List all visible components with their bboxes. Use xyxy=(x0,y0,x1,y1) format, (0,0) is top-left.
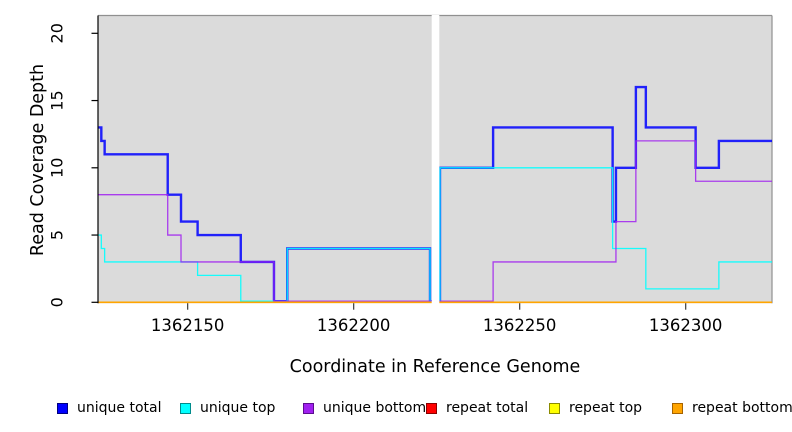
coverage-plot-canvas: 0 5 10 15 20 1362150 1362200 1362250 1362300 xyxy=(48,14,773,335)
legend-label-repeat-bottom: repeat bottom xyxy=(692,400,792,416)
y-axis-title: Read Coverage Depth xyxy=(28,63,48,257)
legend-label-repeat-top: repeat top xyxy=(569,400,643,416)
x-tick-label: 1362250 xyxy=(483,316,557,335)
missing-data-gap-band xyxy=(431,15,440,304)
y-tick-label: 10 xyxy=(48,158,67,178)
legend-label-repeat-total: repeat total xyxy=(446,400,529,416)
x-tick-label: 1362300 xyxy=(649,316,723,335)
legend-label-unique-total: unique total xyxy=(77,400,162,416)
legend-label-unique-top: unique top xyxy=(200,400,276,416)
legend-swatch-repeat-total-icon xyxy=(426,402,437,414)
legend-swatch-repeat-top-icon xyxy=(549,402,560,414)
y-tick-label: 20 xyxy=(48,23,67,43)
legend-item-unique-top: unique top xyxy=(180,399,275,417)
legend-item-repeat-bottom: repeat bottom xyxy=(672,399,792,417)
legend-swatch-unique-top-icon xyxy=(180,402,191,414)
x-tick-label: 1362150 xyxy=(151,316,225,335)
legend-item-repeat-total: repeat total xyxy=(426,399,528,417)
legend-item-unique-bottom: unique bottom xyxy=(303,399,426,417)
series-unique-top xyxy=(98,167,772,302)
legend-swatch-unique-total-icon xyxy=(57,402,68,414)
y-tick-label: 15 xyxy=(48,90,67,110)
legend-label-unique-bottom: unique bottom xyxy=(323,400,427,416)
y-tick-label: 5 xyxy=(48,230,67,240)
x-tick-label: 1362200 xyxy=(317,316,391,335)
x-axis-title: Coordinate in Reference Genome xyxy=(289,357,581,377)
y-tick-label: 0 xyxy=(48,297,67,307)
legend-item-repeat-top: repeat top xyxy=(549,399,642,417)
legend-item-unique-total: unique total xyxy=(57,399,161,417)
series-unique-bottom xyxy=(98,140,772,302)
legend-swatch-unique-bottom-icon xyxy=(303,402,314,414)
chart-legend: unique total unique top unique bottom repea… xyxy=(0,399,792,419)
legend-swatch-repeat-bottom-icon xyxy=(672,402,683,414)
